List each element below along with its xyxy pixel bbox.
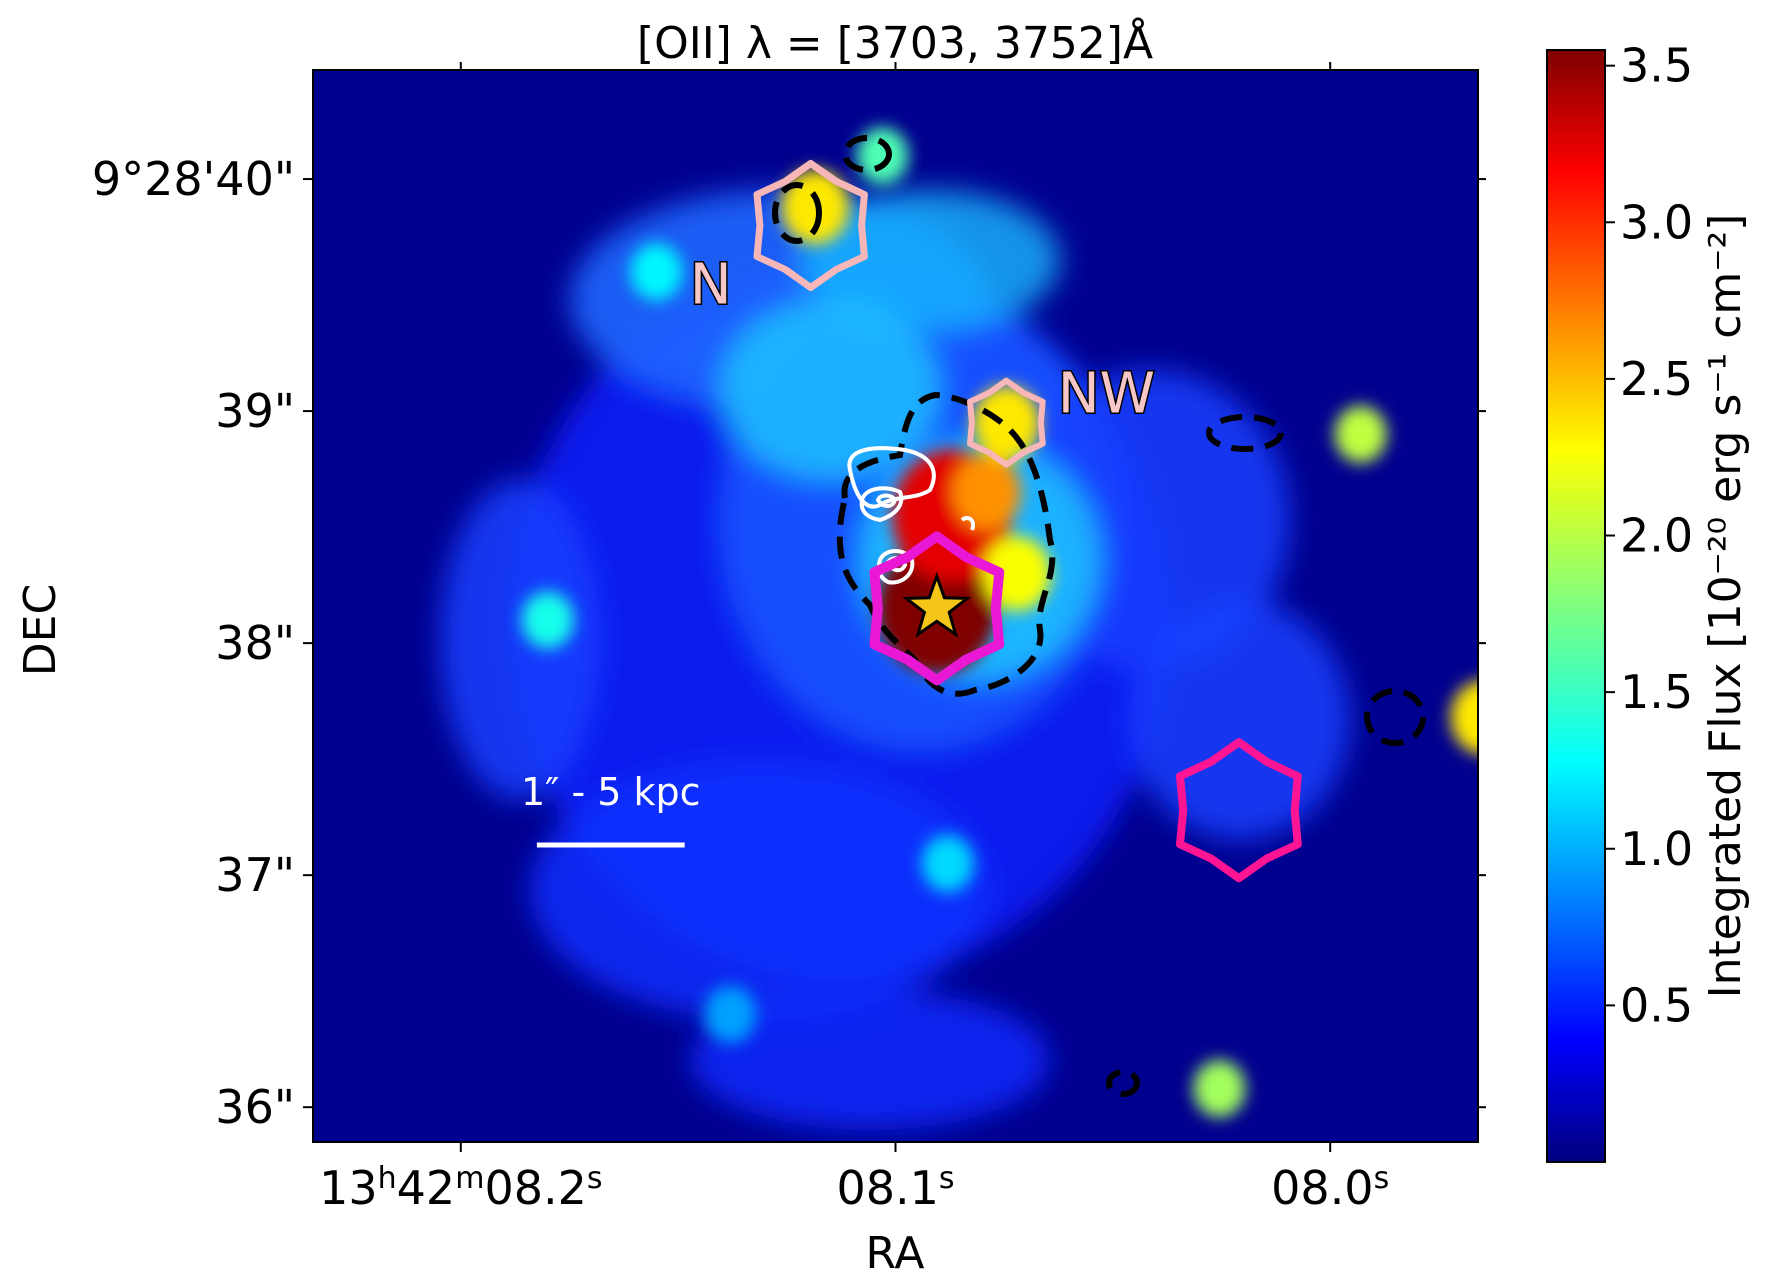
- y-axis-label: DEC: [15, 584, 66, 676]
- emission-peak-10: [521, 591, 574, 649]
- y-tick-label-1: 39": [215, 384, 295, 438]
- x-tick-label-0: 13h42m08.2s: [319, 1161, 602, 1215]
- x-tick-label-2: 08.0s: [1271, 1161, 1389, 1215]
- contour-main: [836, 391, 1056, 697]
- colorbar-tick-label-6: 3.5: [1620, 39, 1693, 93]
- colorbar-tick-label-3: 2.0: [1620, 509, 1693, 563]
- region-center: [869, 531, 1005, 686]
- emission-peak-11: [630, 243, 683, 301]
- scale-bar-label: 1″ - 5 kpc: [521, 770, 701, 814]
- star-marker: [902, 571, 972, 638]
- y-axis: 9°28'40" 39" 38" 37" 36": [92, 152, 1486, 1134]
- colorbar-label: Integrated Flux [10⁻²⁰ erg s⁻¹ cm⁻²]: [1700, 214, 1751, 999]
- colorbar-tick-label-0: 0.5: [1620, 978, 1693, 1032]
- emission-peak-13: [704, 985, 757, 1043]
- region-label-NW: NW: [1058, 362, 1155, 427]
- colorbar-gradient: [1546, 49, 1606, 1163]
- region-NW: [967, 377, 1046, 468]
- colorbar: 0.5 1.0 1.5 2.0 2.5 3.0 3.5 Integrated Flux [1…: [1546, 39, 1751, 1163]
- colorbar-tick-label-5: 3.0: [1620, 195, 1693, 249]
- emission-peak-5: [781, 169, 850, 245]
- emission-peak-6: [856, 127, 909, 185]
- region-N: [753, 160, 868, 291]
- contour-e: [1206, 414, 1284, 452]
- y-tick-label-4: 36": [215, 1080, 295, 1134]
- emission-peak-12: [921, 834, 974, 893]
- y-tick-label-0: 9°28'40": [92, 152, 295, 206]
- emission-peak-2: [952, 454, 1021, 530]
- regions: N NW: [688, 160, 1302, 883]
- scale-bar: 1″ - 5 kpc: [521, 770, 701, 848]
- region-SW: [1176, 738, 1302, 883]
- x-tick-label-1: 08.1s: [836, 1161, 954, 1215]
- contour-sw: [1364, 688, 1426, 746]
- contour-s: [1106, 1069, 1140, 1097]
- colorbar-tick-label-2: 1.5: [1620, 665, 1693, 719]
- emission-peak-7: [1334, 405, 1387, 463]
- x-axis-label: RA: [866, 1228, 925, 1279]
- chart-title: [OII] λ = [3703, 3752]Å: [637, 16, 1153, 69]
- region-label-N: N: [690, 252, 732, 317]
- contour-nn: [842, 135, 892, 173]
- colorbar-tick-label-1: 1.0: [1620, 822, 1693, 876]
- y-tick-label-3: 37": [215, 848, 295, 902]
- emission-peak-9: [1193, 1060, 1246, 1118]
- colorbar-ticks: 0.5 1.0 1.5 2.0 2.5 3.0 3.5: [1605, 39, 1693, 1032]
- diffuse-emission: [440, 190, 1350, 1130]
- x-axis: 13h42m08.2s 08.1s 08.0s: [319, 62, 1389, 1215]
- emission-peak-8: [1450, 680, 1478, 755]
- contour-n: [772, 182, 822, 244]
- emission-peak-4: [972, 385, 1041, 461]
- colorbar-tick-label-4: 2.5: [1620, 352, 1693, 406]
- y-tick-label-2: 38": [215, 616, 295, 670]
- black-dashed-contours: [772, 135, 1426, 1097]
